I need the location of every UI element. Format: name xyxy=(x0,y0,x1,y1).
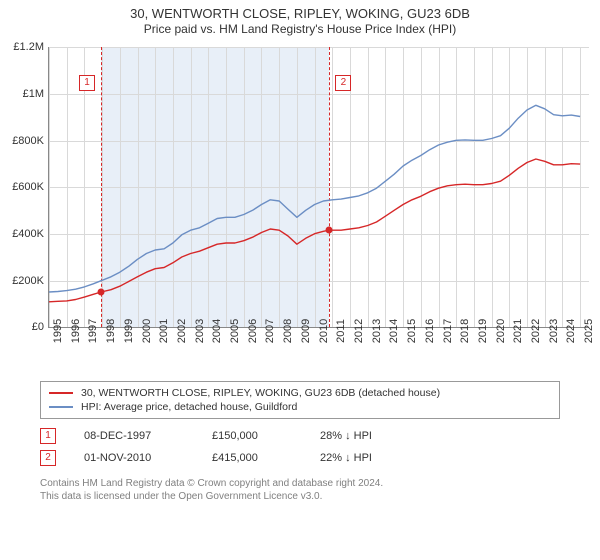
legend-swatch xyxy=(49,406,73,408)
transaction-price: £415,000 xyxy=(212,452,292,464)
x-tick-label: 2014 xyxy=(388,319,400,343)
attribution: Contains HM Land Registry data © Crown c… xyxy=(40,477,560,503)
x-tick-label: 1996 xyxy=(70,319,82,343)
x-tick-label: 2018 xyxy=(459,319,471,343)
x-tick-label: 2020 xyxy=(495,319,507,343)
x-tick-label: 2024 xyxy=(565,319,577,343)
chart-title-block: 30, WENTWORTH CLOSE, RIPLEY, WOKING, GU2… xyxy=(0,0,600,37)
legend-label: HPI: Average price, detached house, Guil… xyxy=(81,401,297,413)
transaction-date: 08-DEC-1997 xyxy=(84,430,184,442)
x-tick-label: 1995 xyxy=(52,319,64,343)
attribution-line-2: This data is licensed under the Open Gov… xyxy=(40,490,560,503)
y-tick-label: £1.2M xyxy=(0,41,44,53)
series-layer xyxy=(49,47,589,327)
transaction-row: 2 01-NOV-2010 £415,000 22% ↓ HPI xyxy=(40,447,560,469)
x-tick-label: 2004 xyxy=(211,319,223,343)
x-tick-label: 2012 xyxy=(353,319,365,343)
x-tick-label: 2003 xyxy=(194,319,206,343)
y-tick-label: £200K xyxy=(0,275,44,287)
transactions-table: 1 08-DEC-1997 £150,000 28% ↓ HPI 2 01-NOV-201… xyxy=(40,425,560,469)
legend-row: 30, WENTWORTH CLOSE, RIPLEY, WOKING, GU2… xyxy=(49,386,551,400)
attribution-line-1: Contains HM Land Registry data © Crown c… xyxy=(40,477,560,490)
x-tick-label: 2002 xyxy=(176,319,188,343)
plot-area: 12 xyxy=(48,47,589,328)
x-tick-label: 2008 xyxy=(282,319,294,343)
x-tick-label: 2025 xyxy=(583,319,595,343)
series-price_paid xyxy=(49,159,580,302)
x-tick-label: 2005 xyxy=(229,319,241,343)
x-tick-label: 2009 xyxy=(300,319,312,343)
x-tick-label: 2021 xyxy=(512,319,524,343)
series-hpi xyxy=(49,106,580,293)
transaction-vs-hpi: 22% ↓ HPI xyxy=(320,452,420,464)
x-tick-label: 2000 xyxy=(141,319,153,343)
legend-label: 30, WENTWORTH CLOSE, RIPLEY, WOKING, GU2… xyxy=(81,387,440,399)
transaction-row: 1 08-DEC-1997 £150,000 28% ↓ HPI xyxy=(40,425,560,447)
legend-row: HPI: Average price, detached house, Guil… xyxy=(49,400,551,414)
y-tick-label: £800K xyxy=(0,135,44,147)
y-tick-label: £400K xyxy=(0,228,44,240)
x-tick-label: 2013 xyxy=(371,319,383,343)
transaction-row-badge: 1 xyxy=(40,428,56,444)
legend-swatch xyxy=(49,392,73,394)
transaction-vs-hpi: 28% ↓ HPI xyxy=(320,430,420,442)
chart-title-sub: Price paid vs. HM Land Registry's House … xyxy=(0,22,600,37)
x-tick-label: 2023 xyxy=(548,319,560,343)
chart-title-main: 30, WENTWORTH CLOSE, RIPLEY, WOKING, GU2… xyxy=(0,6,600,22)
x-tick-label: 2015 xyxy=(406,319,418,343)
price-vs-hpi-chart: £0 £200K £400K £600K £800K £1M £1.2M 12 1995 19… xyxy=(0,37,600,377)
x-tick-label: 2019 xyxy=(477,319,489,343)
x-tick-label: 2001 xyxy=(158,319,170,343)
x-tick-label: 1997 xyxy=(87,319,99,343)
x-tick-label: 2022 xyxy=(530,319,542,343)
legend: 30, WENTWORTH CLOSE, RIPLEY, WOKING, GU2… xyxy=(40,381,560,419)
x-tick-label: 2010 xyxy=(318,319,330,343)
x-tick-label: 1999 xyxy=(123,319,135,343)
y-tick-label: £1M xyxy=(0,88,44,100)
y-tick-label: £600K xyxy=(0,181,44,193)
transaction-row-badge: 2 xyxy=(40,450,56,466)
x-tick-label: 1998 xyxy=(105,319,117,343)
x-tick-label: 2006 xyxy=(247,319,259,343)
x-tick-label: 2016 xyxy=(424,319,436,343)
x-tick-label: 2011 xyxy=(335,319,347,343)
y-tick-label: £0 xyxy=(0,321,44,333)
transaction-price: £150,000 xyxy=(212,430,292,442)
x-tick-label: 2007 xyxy=(264,319,276,343)
x-tick-label: 2017 xyxy=(442,319,454,343)
transaction-date: 01-NOV-2010 xyxy=(84,452,184,464)
